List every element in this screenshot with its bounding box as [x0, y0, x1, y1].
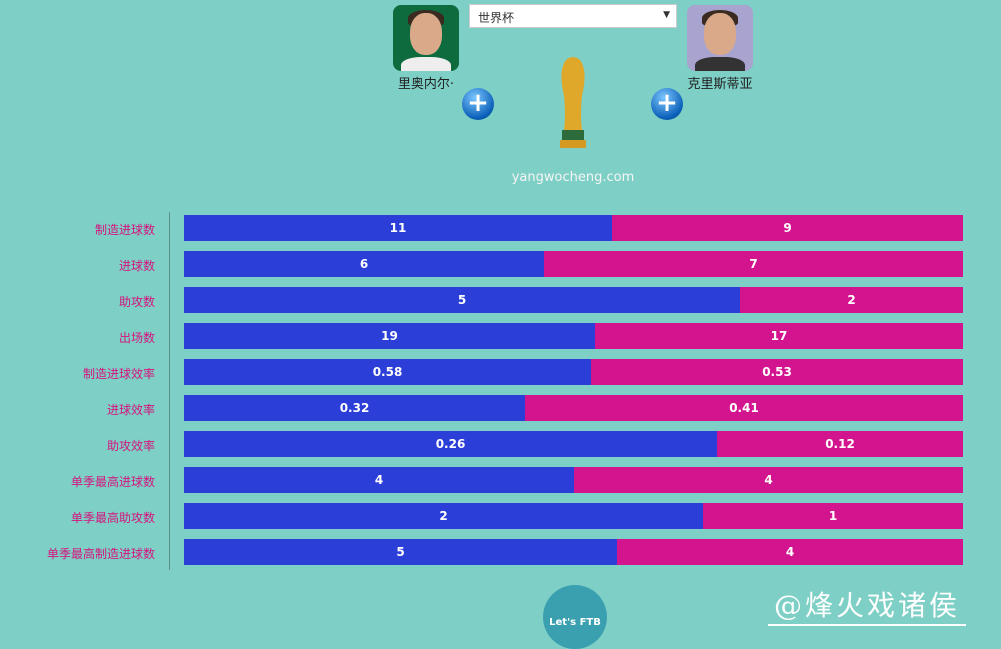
- right-player-photo[interactable]: [687, 5, 753, 71]
- right-player-bar: 1: [703, 503, 963, 529]
- right-player-bar: 0.12: [717, 431, 963, 457]
- category-label: 助攻效率: [106, 439, 155, 453]
- category-label: 出场数: [118, 331, 155, 345]
- category-label: 制造进球效率: [82, 367, 155, 381]
- add-left-player-icon[interactable]: +: [462, 88, 494, 120]
- category-label: 单季最高助攻数: [70, 511, 155, 525]
- right-player-bar: 4: [617, 539, 963, 565]
- category-label: 进球效率: [106, 403, 155, 417]
- world-cup-trophy-icon: [560, 57, 586, 148]
- site-url: yangwocheng.com: [511, 170, 635, 185]
- left-player-bar: 19: [184, 323, 595, 349]
- left-player-photo[interactable]: [393, 5, 459, 71]
- right-player-bar: 0.53: [591, 359, 963, 385]
- left-player-bar: 6: [184, 251, 544, 277]
- category-label: 制造进球数: [94, 223, 155, 237]
- right-player-name: 克里斯蒂亚: [687, 77, 753, 92]
- category-label: 助攻数: [118, 295, 155, 309]
- left-player-bar: 5: [184, 539, 617, 565]
- right-player-bar: 7: [544, 251, 963, 277]
- left-player-bar: 0.32: [184, 395, 525, 421]
- category-label: 单季最高制造进球数: [46, 547, 155, 561]
- competition-select[interactable]: 世界杯 ▼: [469, 4, 677, 28]
- axis-divider: [169, 212, 170, 570]
- left-player-name: 里奥内尔·: [397, 77, 455, 92]
- category-label: 进球数: [118, 259, 155, 273]
- category-label: 单季最高进球数: [70, 475, 155, 489]
- left-player-bar: 5: [184, 287, 740, 313]
- right-player-bar: 4: [574, 467, 963, 493]
- lets-ftb-logo: Let's FTB: [543, 585, 607, 649]
- right-player-bar: 17: [595, 323, 963, 349]
- left-player-bar: 0.58: [184, 359, 591, 385]
- left-player-bar: 4: [184, 467, 574, 493]
- chevron-down-icon: ▼: [663, 10, 670, 20]
- right-player-bar: 2: [740, 287, 963, 313]
- right-player-bar: 0.41: [525, 395, 963, 421]
- left-player-bar: 0.26: [184, 431, 717, 457]
- add-right-player-icon[interactable]: +: [651, 88, 683, 120]
- left-player-bar: 11: [184, 215, 612, 241]
- watermark: @烽火戏诸侯: [768, 584, 967, 626]
- competition-select-value: 世界杯: [478, 11, 515, 25]
- right-player-bar: 9: [612, 215, 963, 241]
- left-player-bar: 2: [184, 503, 703, 529]
